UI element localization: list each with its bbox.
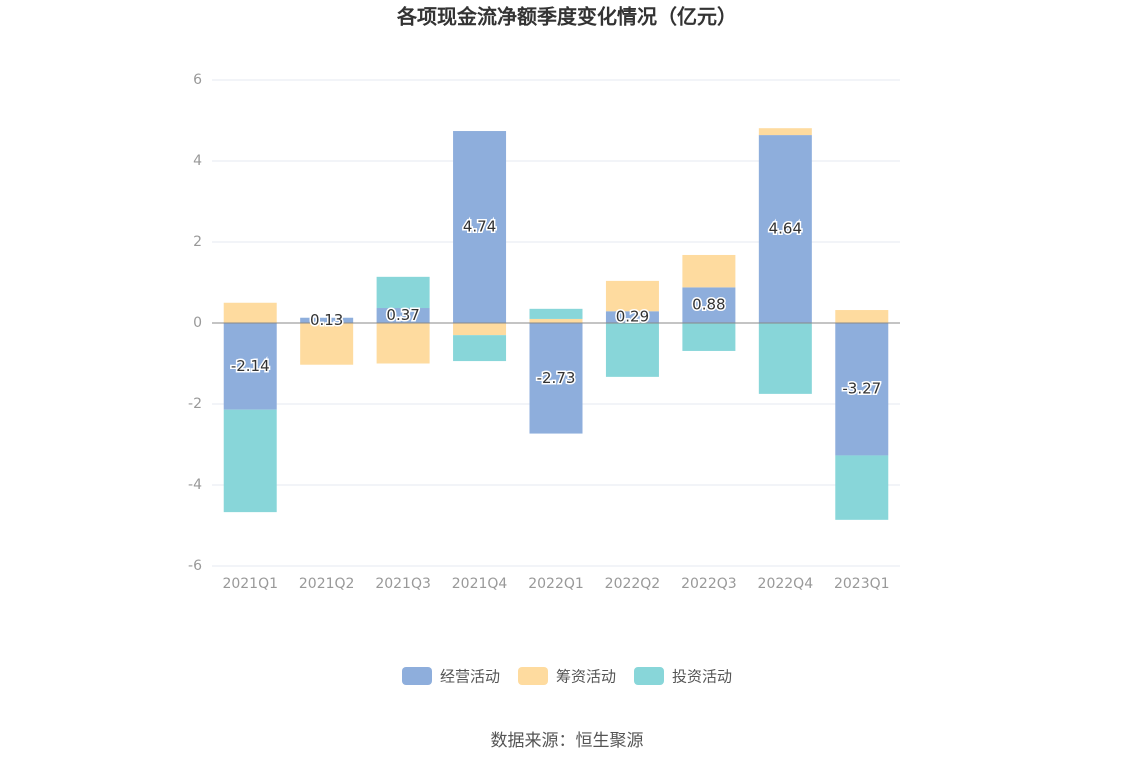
y-tick-label: -6 [188, 558, 202, 574]
bar [758, 323, 812, 394]
bar [223, 409, 277, 513]
bar [758, 128, 812, 136]
bar [682, 254, 736, 288]
data-label: 0.88 [692, 296, 725, 314]
bar [529, 308, 583, 319]
legend-label: 经营活动 [440, 668, 500, 686]
bar [453, 335, 507, 362]
bar [376, 308, 430, 323]
bar [835, 323, 889, 456]
bar [835, 455, 889, 520]
bar [835, 310, 889, 323]
data-label: -3.27 [842, 380, 881, 398]
legend-label: 筹资活动 [556, 668, 616, 686]
source: 数据来源：恒生聚源 [491, 731, 644, 751]
y-tick-label: 0 [193, 315, 202, 331]
bar [376, 276, 430, 309]
bar [605, 280, 659, 312]
bar [453, 131, 507, 323]
x-tick-label: 2022Q3 [681, 576, 737, 592]
x-tick-label: 2021Q1 [222, 576, 278, 592]
data-label: 4.74 [463, 218, 496, 236]
x-tick-label: 2022Q1 [528, 576, 584, 592]
data-label: 4.64 [769, 220, 802, 238]
legend-item: 经营活动 [402, 667, 500, 686]
data-label: -2.73 [537, 369, 576, 387]
y-tick-label: -2 [188, 396, 202, 412]
x-tick-label: 2021Q3 [375, 576, 431, 592]
bar [605, 323, 659, 377]
data-label: 0.29 [616, 308, 649, 326]
data-label: 0.13 [310, 311, 343, 329]
bar [453, 323, 507, 336]
bar [605, 311, 659, 323]
bar [376, 323, 430, 364]
bar [300, 317, 354, 323]
legend-item: 筹资活动 [518, 667, 616, 686]
data-label: 0.37 [386, 306, 419, 324]
y-tick-label: 2 [193, 234, 202, 250]
legend-label: 投资活动 [672, 668, 732, 686]
y-tick-label: 6 [193, 72, 202, 88]
legend-swatch [634, 667, 664, 685]
legend-swatch [402, 667, 432, 685]
data-label: -2.14 [231, 357, 270, 375]
x-tick-label: 2021Q4 [452, 576, 508, 592]
bar [682, 323, 736, 351]
bar [223, 323, 277, 410]
bar [223, 302, 277, 323]
y-tick-label: -4 [188, 477, 202, 493]
chart-title: 各项现金流净额季度变化情况（亿元） [396, 5, 737, 29]
bar [300, 323, 354, 365]
bar [682, 287, 736, 323]
bar [529, 318, 583, 323]
x-tick-label: 2021Q2 [299, 576, 355, 592]
x-tick-label: 2022Q2 [605, 576, 661, 592]
x-tick-label: 2023Q1 [834, 576, 890, 592]
bar [758, 135, 812, 323]
bar [529, 323, 583, 434]
legend-item: 投资活动 [634, 667, 732, 686]
y-tick-label: 4 [193, 153, 202, 169]
x-tick-label: 2022Q4 [758, 576, 814, 592]
legend-swatch [518, 667, 548, 685]
